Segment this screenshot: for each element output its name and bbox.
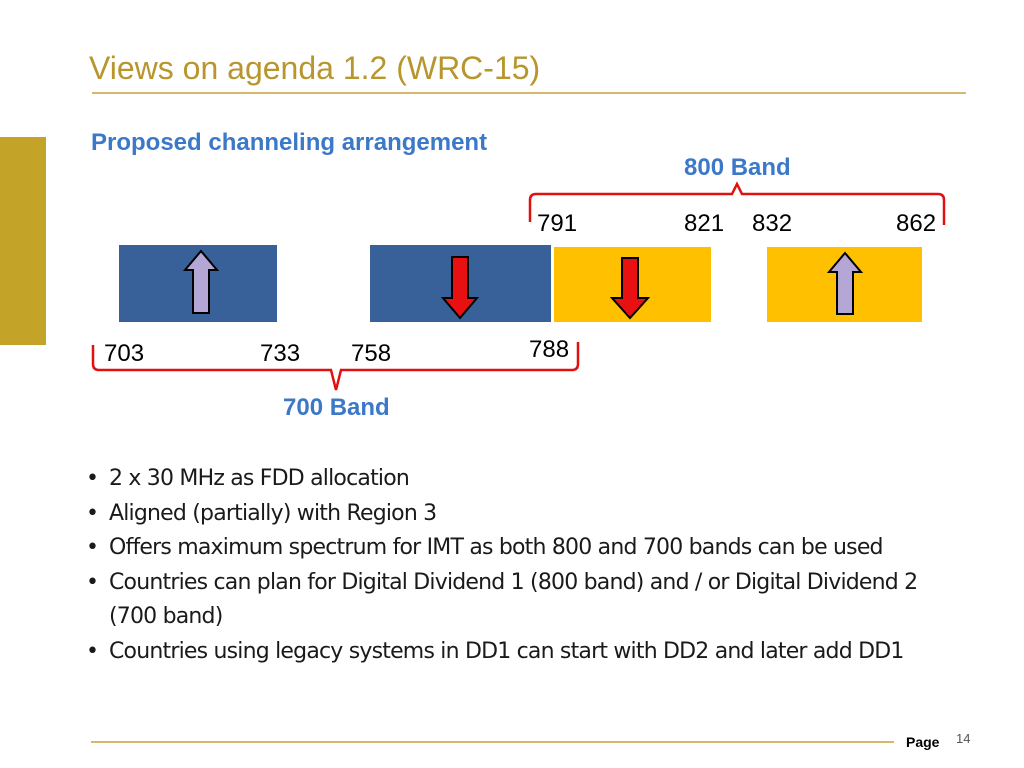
band-700-brace: [91, 342, 580, 391]
uplink-arrow-icon: [182, 249, 220, 314]
bullet-text: Offers maximum spectrum for IMT as both …: [109, 535, 884, 560]
side-accent-bar: [0, 137, 46, 345]
list-item: • Countries using legacy systems in DD1 c…: [86, 638, 904, 664]
bullet-list: • 2 x 30 MHz as FDD allocation • Aligned (…: [86, 462, 1006, 669]
page-label: Page: [906, 734, 940, 750]
list-item: • Offers maximum spectrum for IMT as both…: [86, 535, 884, 560]
footer-divider: [91, 741, 894, 743]
freq-label-821: 821: [684, 210, 725, 237]
bullet-text: Countries using legacy systems in DD1 ca…: [109, 638, 904, 664]
slide-subtitle: Proposed channeling arrangement: [91, 129, 488, 156]
slide-title: Views on agenda 1.2 (WRC-15): [89, 50, 541, 86]
freq-label-832: 832: [752, 210, 793, 237]
bullet-text: 2 x 30 MHz as FDD allocation: [109, 466, 410, 491]
freq-label-788: 788: [529, 336, 570, 363]
band-800-brace: [528, 181, 946, 225]
band-700-label: 700 Band: [283, 394, 390, 421]
freq-label-733: 733: [260, 340, 301, 367]
list-item: • 2 x 30 MHz as FDD allocation: [86, 466, 410, 491]
title-divider: [92, 92, 966, 94]
freq-label-703: 703: [104, 340, 145, 367]
list-item: • Countries can plan for Digital Dividend…: [86, 569, 918, 630]
uplink-arrow-icon: [826, 251, 864, 315]
freq-label-791: 791: [537, 210, 578, 237]
bullet-text: Countries can plan for Digital Dividend …: [109, 569, 918, 630]
bullet-text: Aligned (partially) with Region 3: [109, 500, 437, 526]
list-item: • Aligned (partially) with Region 3: [86, 500, 437, 526]
page-number: 14: [956, 731, 971, 746]
downlink-arrow-icon: [609, 257, 651, 320]
band-800-label: 800 Band: [684, 154, 791, 181]
freq-label-862: 862: [896, 210, 937, 237]
freq-label-758: 758: [351, 340, 392, 367]
downlink-arrow-icon: [440, 256, 480, 320]
